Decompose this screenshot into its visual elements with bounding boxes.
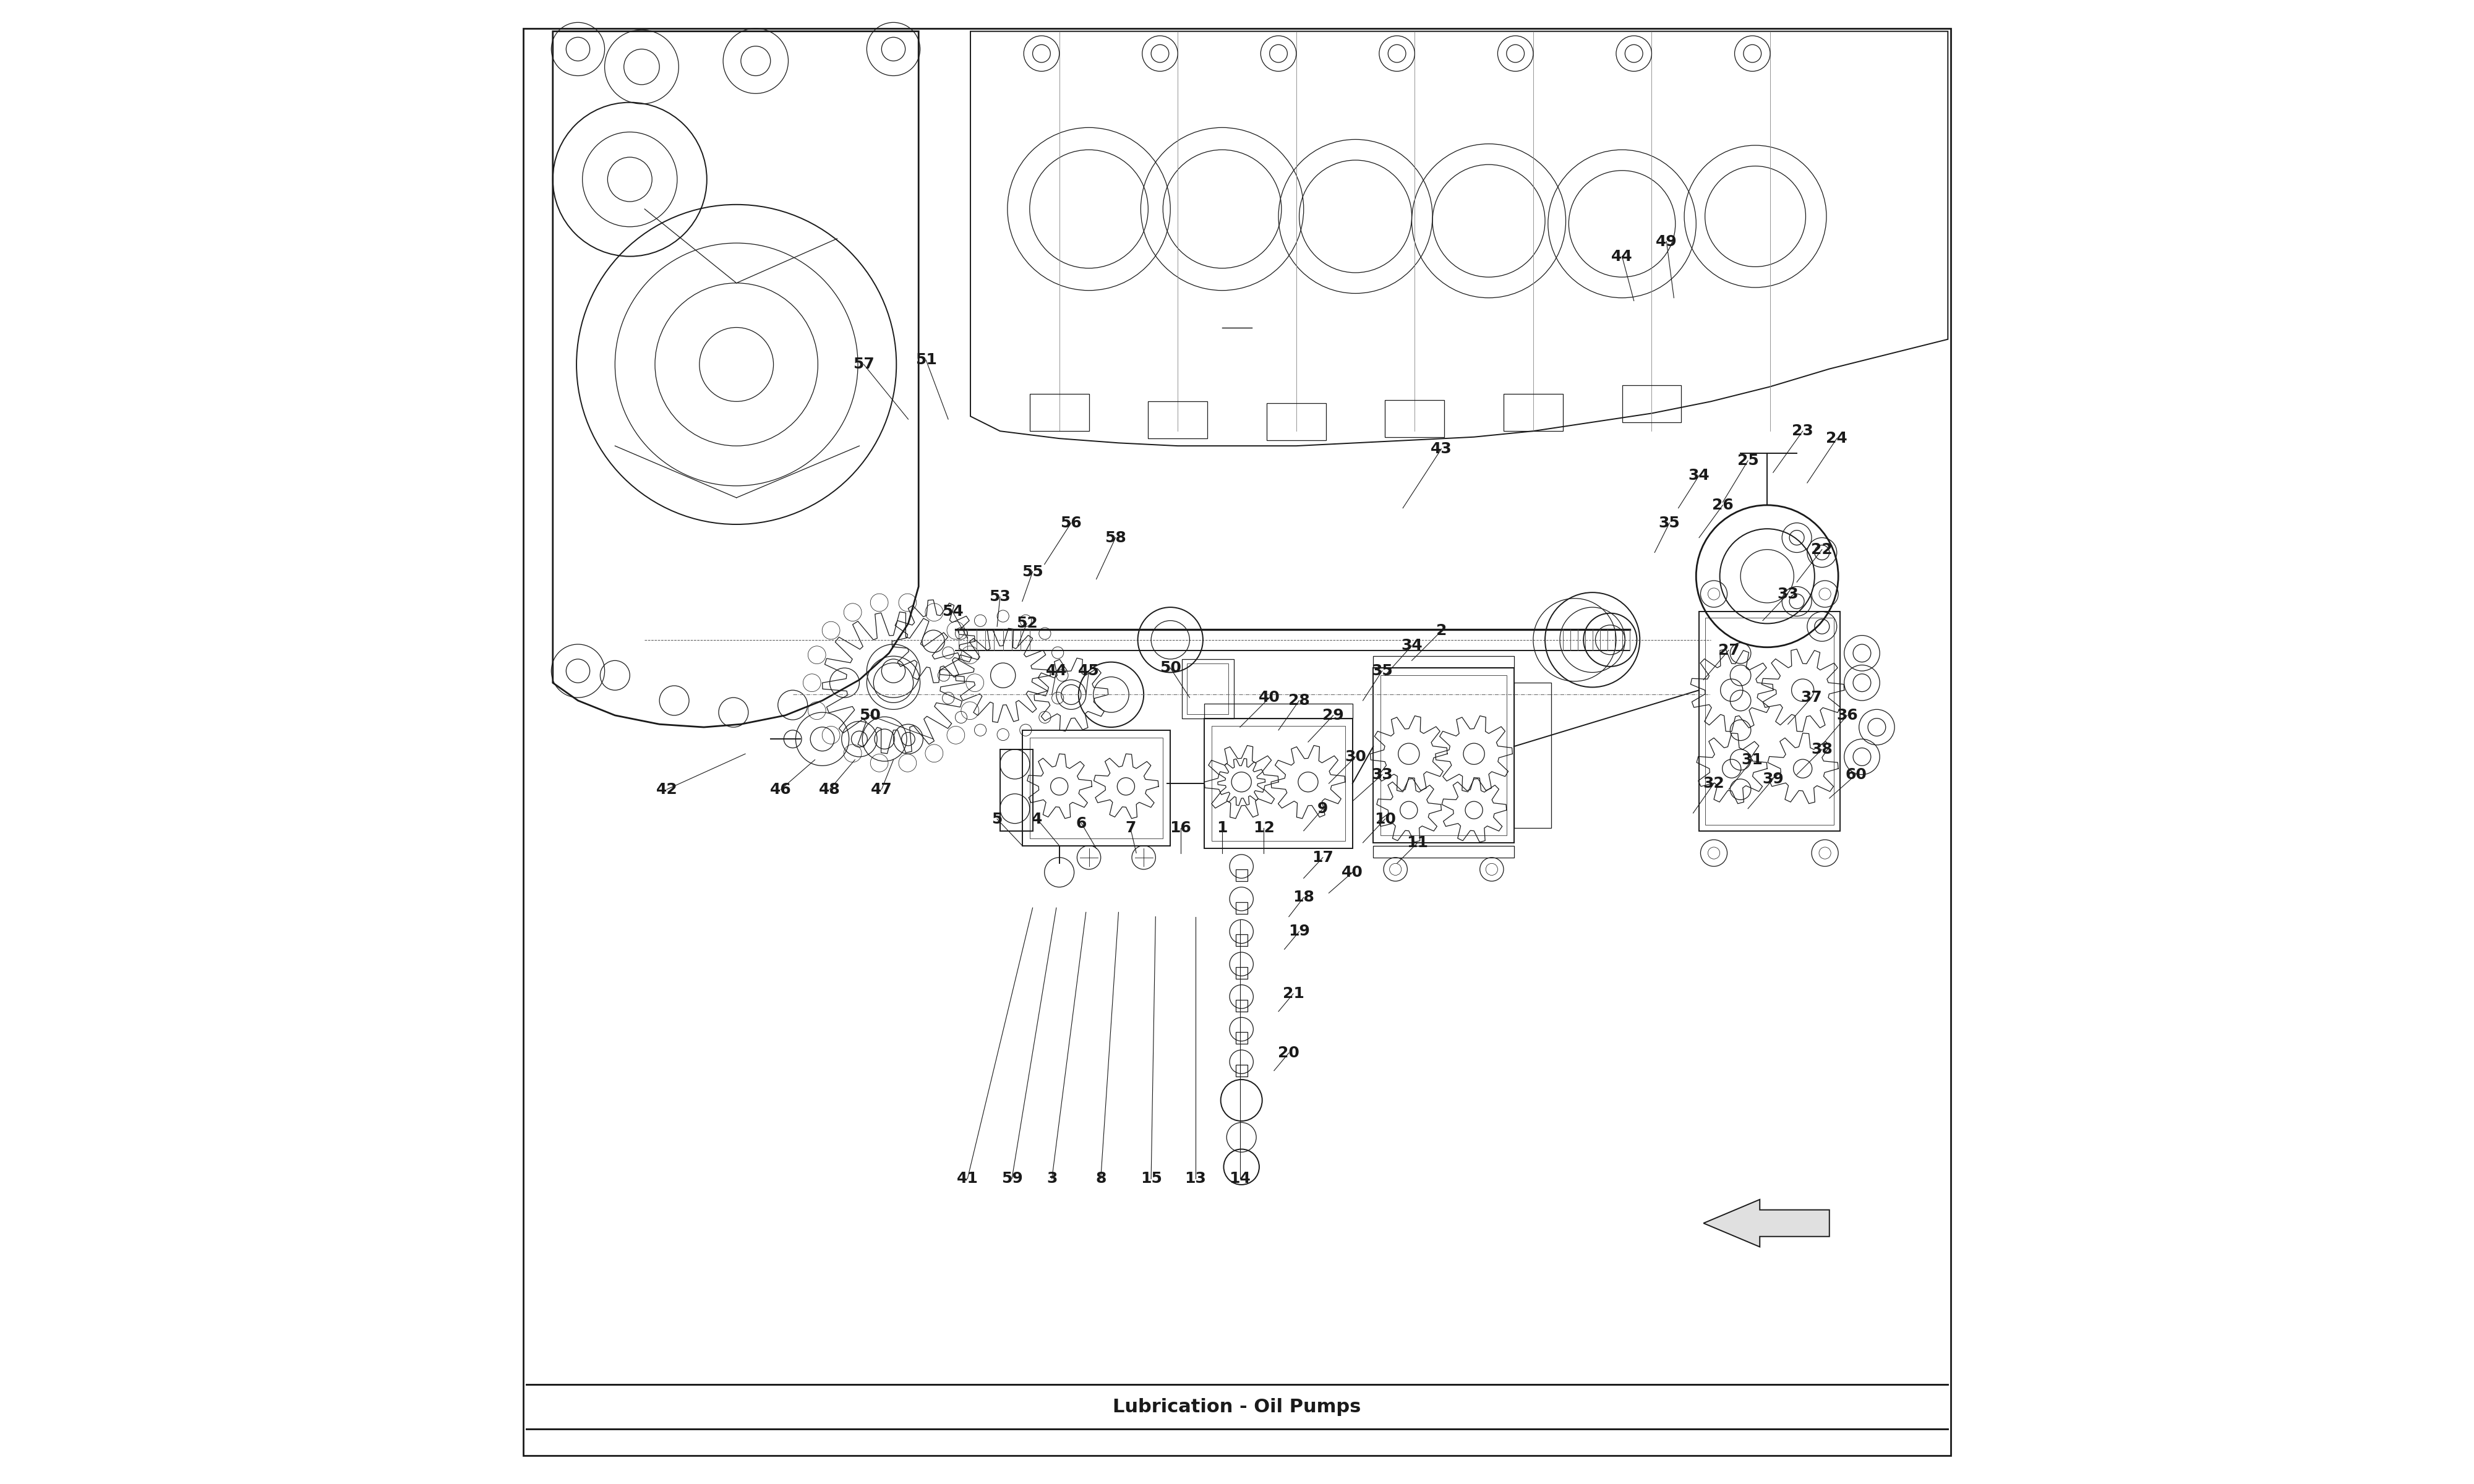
Text: 44: 44 [1047,663,1066,678]
Bar [1029,738,1163,838]
Bar [1235,935,1247,947]
Text: 40: 40 [1341,865,1363,880]
Text: 44: 44 [1611,249,1633,264]
Text: 13: 13 [1185,1171,1207,1186]
Text: 46: 46 [769,782,792,797]
Bar [1205,718,1353,849]
Text: 50: 50 [858,708,881,723]
Bar [1183,659,1235,718]
Text: 23: 23 [1791,423,1813,438]
Text: 10: 10 [1373,812,1395,827]
Text: 15: 15 [1141,1171,1163,1186]
Bar [1205,703,1353,718]
Text: 51: 51 [915,353,938,368]
Text: 11: 11 [1408,835,1427,850]
Text: 39: 39 [1761,772,1784,787]
Text: 28: 28 [1289,693,1309,708]
Text: 36: 36 [1836,708,1858,723]
Text: 33: 33 [1776,586,1799,601]
Text: 35: 35 [1658,515,1680,530]
Text: 43: 43 [1430,441,1452,456]
Text: 14: 14 [1230,1171,1252,1186]
Text: 4: 4 [1032,812,1042,827]
Bar [1212,726,1346,841]
Bar [1623,386,1682,421]
Text: 7: 7 [1126,821,1136,835]
Text: 8: 8 [1096,1171,1106,1186]
Text: 58: 58 [1106,530,1126,545]
Bar [1267,404,1326,439]
Bar [1188,663,1227,714]
Bar [1373,668,1514,843]
Text: 20: 20 [1279,1046,1299,1061]
Text: 38: 38 [1811,742,1833,757]
Text: 33: 33 [1371,767,1393,782]
Text: 16: 16 [1170,821,1192,835]
Text: 6: 6 [1076,816,1086,831]
Text: 55: 55 [1022,564,1044,579]
Text: 41: 41 [957,1171,977,1186]
Text: 26: 26 [1712,497,1734,512]
Text: 19: 19 [1289,925,1311,939]
Text: 17: 17 [1311,850,1333,865]
Text: 52: 52 [1017,616,1037,631]
Text: 25: 25 [1737,453,1759,467]
Text: 53: 53 [990,589,1012,604]
Text: 29: 29 [1324,708,1343,723]
Text: 18: 18 [1294,890,1314,905]
Bar [1504,395,1564,430]
Text: 22: 22 [1811,542,1833,556]
Text: 21: 21 [1282,987,1304,1002]
Bar [1514,683,1551,828]
Text: 1: 1 [1217,821,1227,835]
Text: 31: 31 [1742,752,1764,767]
Bar [1235,1033,1247,1045]
Text: 5: 5 [992,812,1002,827]
Bar [1235,1064,1247,1076]
Text: 34: 34 [1400,638,1423,653]
Text: 56: 56 [1061,515,1081,530]
Text: 57: 57 [854,358,873,372]
Text: 32: 32 [1702,776,1724,791]
Bar [999,749,1032,831]
Bar [1385,401,1445,436]
Text: 49: 49 [1655,234,1677,249]
Bar [1235,1000,1247,1012]
Text: 59: 59 [1002,1171,1022,1186]
Text: 45: 45 [1079,663,1098,678]
Text: 34: 34 [1687,467,1710,482]
Bar [1373,846,1514,858]
Text: 40: 40 [1259,690,1282,705]
Bar [1235,968,1247,979]
Text: 42: 42 [656,782,678,797]
Text: 9: 9 [1319,801,1329,816]
Text: 60: 60 [1846,767,1868,782]
Bar [1148,402,1207,438]
Bar [1700,611,1841,831]
Text: 27: 27 [1717,643,1739,657]
Polygon shape [1705,1199,1828,1247]
Text: 2: 2 [1435,623,1447,638]
Text: Lubrication - Oil Pumps: Lubrication - Oil Pumps [1113,1398,1361,1416]
Text: 50: 50 [1160,660,1180,675]
Text: 37: 37 [1801,690,1823,705]
Bar [1022,730,1170,846]
Bar [1705,617,1833,825]
Bar [1235,870,1247,881]
Text: 48: 48 [819,782,841,797]
Text: 24: 24 [1826,430,1848,445]
Text: 35: 35 [1371,663,1393,678]
Bar [1235,902,1247,914]
Text: 54: 54 [943,604,962,619]
Text: 12: 12 [1252,821,1274,835]
Bar [1380,675,1507,835]
Bar [1029,395,1089,430]
Text: 3: 3 [1047,1171,1056,1186]
Bar [1373,656,1514,668]
Text: 30: 30 [1346,749,1366,764]
Text: 47: 47 [871,782,893,797]
